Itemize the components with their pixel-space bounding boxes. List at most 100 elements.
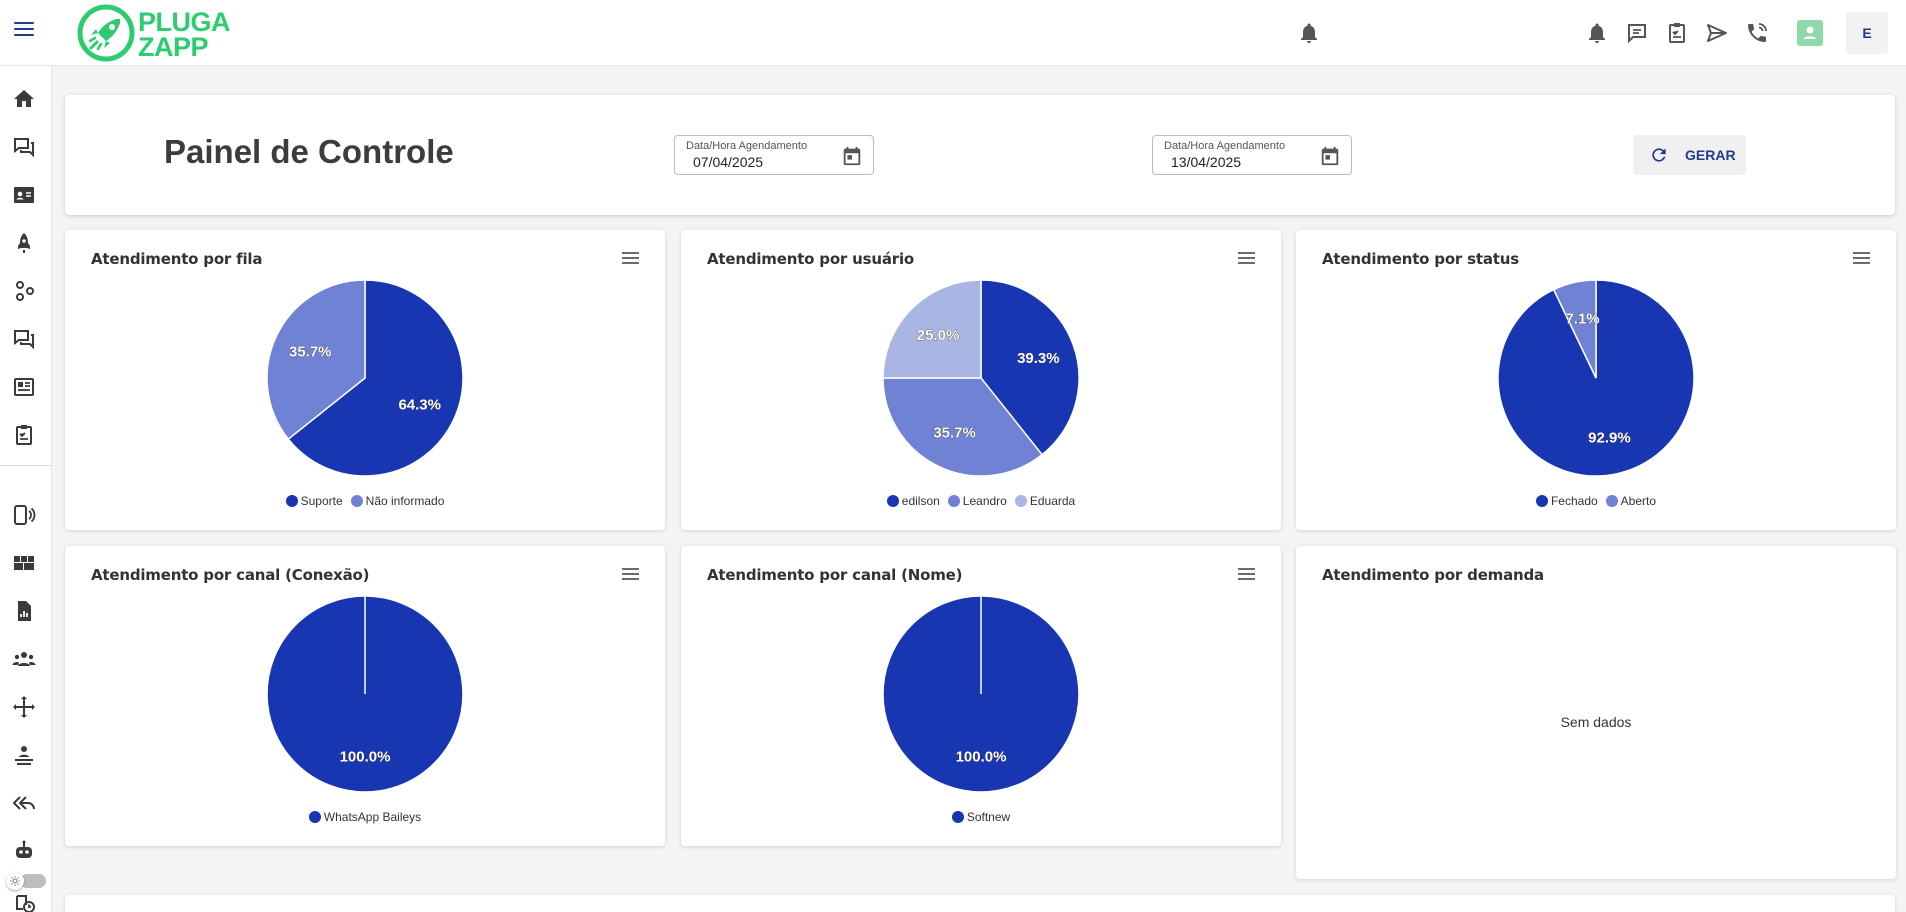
chart-card-usuario: Atendimento por usuário 39.3% 35.7% 25.0% … (681, 230, 1281, 530)
sidebar (0, 66, 52, 912)
integrations-icon[interactable] (12, 279, 36, 303)
dashboard-icon[interactable] (12, 551, 36, 575)
legend-label: Fechado (1550, 494, 1598, 508)
legend-label: Não informado (365, 494, 445, 508)
user-avatar[interactable]: E (1846, 12, 1888, 54)
chart-menu-icon[interactable] (1238, 568, 1255, 582)
pie-data-label: 92.9% (1588, 429, 1631, 446)
home-icon[interactable] (12, 87, 36, 111)
legend-marker (1535, 495, 1548, 507)
date-start-label: Data/Hora Agendamento (686, 140, 808, 152)
chats-icon[interactable] (12, 135, 36, 159)
chart-title: Atendimento por fila (91, 250, 263, 268)
queues-icon[interactable] (12, 743, 36, 767)
pie-slice-eduarda[interactable] (882, 279, 982, 379)
chart-legend: Suporte Não informado (65, 494, 665, 508)
pie-data-label: 7.1% (1565, 311, 1599, 328)
legend-marker (886, 495, 899, 507)
dashboard-header: Painel de Controle Data/Hora Agendamento… (65, 95, 1895, 215)
calendar-icon[interactable] (841, 145, 863, 167)
pie-data-label: 35.7% (289, 344, 332, 361)
pie-slice-edilson[interactable] (980, 279, 1080, 456)
legend-item[interactable]: Não informado (350, 494, 445, 508)
sidebar-divider (0, 465, 52, 466)
clipboard-icon[interactable] (1665, 21, 1689, 45)
legend-label: Aberto (1620, 494, 1657, 508)
chats-alt-icon[interactable] (12, 327, 36, 351)
pie-slice-leandro[interactable] (882, 377, 1044, 477)
quick-replies-icon[interactable] (12, 791, 36, 815)
date-start-input[interactable] (693, 154, 833, 170)
chart-menu-icon[interactable] (622, 252, 639, 266)
phone-call-icon[interactable] (1745, 21, 1769, 45)
chart-legend: WhatsApp Baileys (65, 810, 665, 824)
chart-legend: Softnew (681, 810, 1281, 824)
bell-icon[interactable] (1585, 21, 1609, 45)
bell-icon[interactable] (1297, 21, 1321, 45)
connections-icon[interactable] (12, 503, 36, 527)
flow-icon[interactable] (12, 695, 36, 719)
schedule-icon[interactable] (12, 890, 36, 912)
legend-label: Suporte (300, 494, 343, 508)
calendar-icon[interactable] (1319, 145, 1341, 167)
chart-title: Atendimento por demanda (1322, 566, 1544, 584)
legend-item[interactable]: Leandro (947, 494, 1007, 508)
bottom-card (65, 895, 1895, 912)
legend-item[interactable]: edilson (886, 494, 940, 508)
legend-marker (1605, 495, 1618, 507)
chart-menu-icon[interactable] (622, 568, 639, 582)
legend-item[interactable]: Aberto (1605, 494, 1657, 508)
chart-card-canal-conexao: Atendimento por canal (Conexão) 100.0% W… (65, 546, 665, 846)
chart-menu-icon[interactable] (1238, 252, 1255, 266)
legend-marker (1014, 495, 1027, 507)
chart-title: Atendimento por usuário (707, 250, 915, 268)
logo-text-line2: ZAPP (138, 32, 209, 62)
tasks-icon[interactable] (12, 423, 36, 447)
pie-slice-aberto[interactable] (1552, 279, 1597, 379)
date-end-input[interactable] (1171, 154, 1311, 170)
chat-icon[interactable] (1625, 21, 1649, 45)
legend-item[interactable]: Softnew (951, 810, 1011, 824)
chart-card-canal-nome: Atendimento por canal (Nome) 100.0% Soft… (681, 546, 1281, 846)
pie-slice-n-o-informado[interactable] (266, 279, 366, 441)
legend-label: edilson (901, 494, 940, 508)
pie-chart-canal-conexao: 100.0% (266, 595, 464, 793)
chart-title: Atendimento por canal (Nome) (707, 566, 963, 584)
pie-slice-suporte[interactable] (287, 279, 464, 477)
chart-title: Atendimento por status (1322, 250, 1519, 268)
legend-item[interactable]: WhatsApp Baileys (308, 810, 422, 824)
date-start-field[interactable]: Data/Hora Agendamento (674, 135, 874, 175)
send-icon[interactable] (1705, 21, 1729, 45)
contact-card-icon[interactable] (12, 183, 36, 207)
legend-item[interactable]: Eduarda (1014, 494, 1075, 508)
rocket-icon[interactable] (12, 231, 36, 255)
legend-label: WhatsApp Baileys (323, 810, 422, 824)
toggle-track (20, 874, 46, 888)
legend-marker (285, 495, 298, 507)
legend-marker (951, 811, 964, 823)
date-end-field[interactable]: Data/Hora Agendamento (1152, 135, 1352, 175)
menu-toggle-icon[interactable] (14, 22, 34, 38)
legend-item[interactable]: Suporte (285, 494, 343, 508)
kanban-icon[interactable] (12, 375, 36, 399)
sun-icon (10, 876, 20, 886)
theme-toggle[interactable] (4, 870, 48, 892)
generate-button[interactable]: GERAR (1633, 135, 1746, 175)
chart-card-demanda: Atendimento por demanda Sem dados (1296, 546, 1896, 879)
reports-icon[interactable] (12, 599, 36, 623)
chart-title: Atendimento por canal (Conexão) (91, 566, 370, 584)
legend-item[interactable]: Fechado (1535, 494, 1598, 508)
users-icon[interactable] (12, 647, 36, 671)
pie-data-label: 64.3% (398, 396, 441, 413)
legend-label: Softnew (966, 810, 1011, 824)
contact-icon[interactable] (1797, 20, 1823, 46)
pie-data-label: 100.0% (956, 749, 1007, 766)
page-title: Painel de Controle (164, 133, 454, 170)
chart-menu-icon[interactable] (1853, 252, 1870, 266)
chart-legend: edilson Leandro Eduarda (681, 494, 1281, 508)
logo[interactable]: PLUGA ZAPP (76, 2, 231, 64)
bot-icon[interactable] (12, 839, 36, 863)
chart-legend: Fechado Aberto (1296, 494, 1896, 508)
refresh-icon (1652, 148, 1666, 162)
pie-data-label: 39.3% (1017, 350, 1060, 367)
